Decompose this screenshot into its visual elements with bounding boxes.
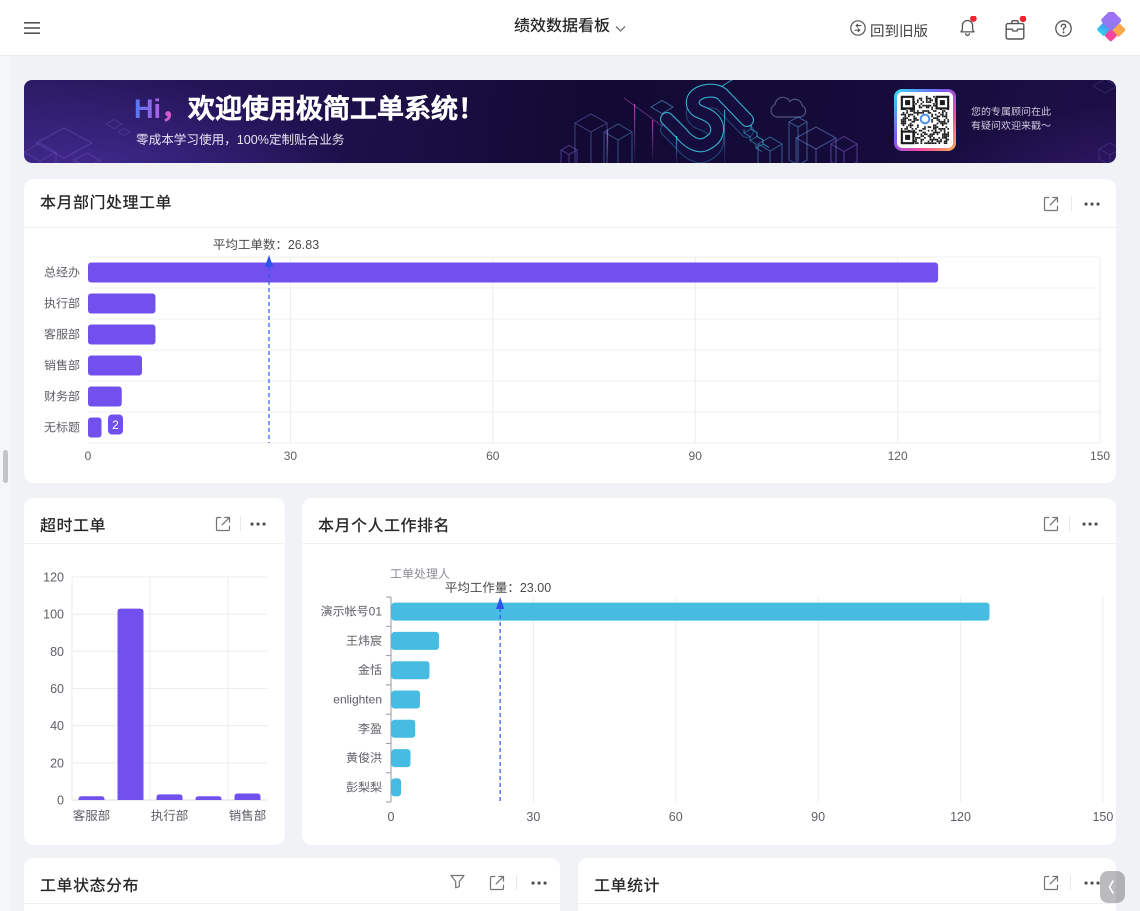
svg-text:40: 40 bbox=[50, 719, 64, 733]
svg-text:执行部: 执行部 bbox=[44, 297, 80, 311]
svg-text:90: 90 bbox=[689, 449, 703, 463]
svg-text:销售部: 销售部 bbox=[229, 809, 267, 823]
svg-text:彭梨梨: 彭梨梨 bbox=[346, 780, 382, 794]
svg-text:李盈: 李盈 bbox=[358, 722, 382, 736]
svg-text:30: 30 bbox=[284, 449, 298, 463]
svg-text:0: 0 bbox=[388, 810, 395, 824]
svg-text:150: 150 bbox=[1090, 449, 1110, 463]
svg-text:120: 120 bbox=[43, 571, 64, 585]
svg-text:80: 80 bbox=[50, 645, 64, 659]
svg-text:金恬: 金恬 bbox=[358, 663, 382, 677]
svg-text:演示帐号01: 演示帐号01 bbox=[321, 605, 383, 619]
svg-text:执行部: 执行部 bbox=[151, 809, 189, 823]
svg-text:120: 120 bbox=[950, 810, 971, 824]
svg-text:王炜宸: 王炜宸 bbox=[346, 634, 382, 648]
svg-text:60: 60 bbox=[50, 682, 64, 696]
svg-text:120: 120 bbox=[888, 449, 908, 463]
svg-text:工单处理人: 工单处理人 bbox=[390, 567, 450, 581]
svg-text:客服部: 客服部 bbox=[44, 328, 80, 342]
svg-text:销售部: 销售部 bbox=[44, 359, 80, 373]
svg-text:60: 60 bbox=[669, 810, 683, 824]
svg-text:平均工单数：26.83: 平均工单数：26.83 bbox=[213, 238, 319, 252]
svg-text:黄俊洪: 黄俊洪 bbox=[346, 751, 382, 765]
svg-text:2: 2 bbox=[112, 418, 119, 432]
svg-text:财务部: 财务部 bbox=[44, 390, 80, 404]
svg-text:平均工作量：23.00: 平均工作量：23.00 bbox=[445, 581, 551, 595]
svg-text:20: 20 bbox=[50, 756, 64, 770]
svg-text:60: 60 bbox=[486, 449, 500, 463]
svg-text:0: 0 bbox=[57, 794, 64, 808]
svg-text:客服部: 客服部 bbox=[73, 809, 111, 823]
svg-text:90: 90 bbox=[811, 810, 825, 824]
svg-text:0: 0 bbox=[85, 449, 92, 463]
svg-text:无标题: 无标题 bbox=[44, 421, 80, 435]
svg-text:总经办: 总经办 bbox=[44, 266, 80, 280]
svg-text:enlighten: enlighten bbox=[333, 693, 382, 707]
svg-text:150: 150 bbox=[1092, 810, 1113, 824]
svg-text:100: 100 bbox=[43, 608, 64, 622]
svg-text:30: 30 bbox=[526, 810, 540, 824]
